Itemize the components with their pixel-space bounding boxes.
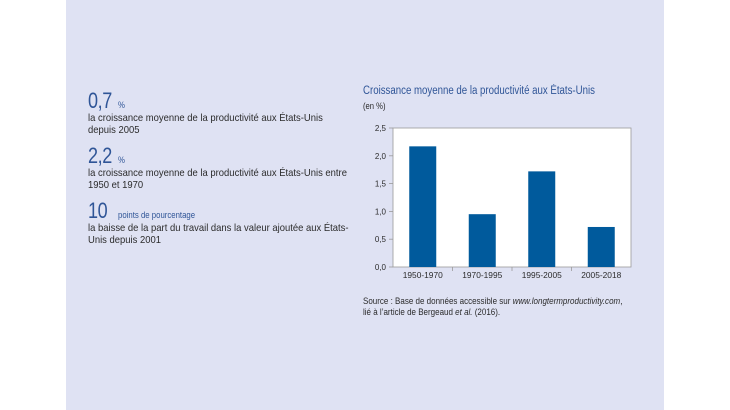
y-tick-label: 1,5 — [375, 180, 387, 189]
y-tick-label: 0,5 — [375, 235, 387, 244]
bar-2005-2018 — [587, 226, 615, 267]
stat-unit: points de pourcentage — [117, 210, 196, 221]
y-tick-label: 2,5 — [375, 124, 387, 133]
stat-productivity-since-2005: 0,7 % la croissance moyenne de la produc… — [88, 88, 378, 137]
stat-value: 0,7 — [88, 88, 112, 113]
chart-title: Croissance moyenne de la productivité au… — [363, 85, 595, 97]
source-etal: et al. — [455, 307, 473, 317]
productivity-bar-chart: 0,0 0,5 1,0 1,5 2,0 2,5 1950-1970 1970-1995 1995… — [375, 124, 632, 280]
y-tick-label: 2,0 — [375, 152, 387, 161]
stat-labour-share-decline: 10 points de pourcentage la baisse de la… — [88, 198, 378, 247]
stat-unit: % — [117, 155, 125, 166]
source-prefix: Source : Base de données accessible sur — [363, 296, 513, 306]
y-tick-label: 0,0 — [375, 263, 387, 272]
bar-1950-1970 — [409, 146, 437, 267]
stat-description: la croissance moyenne de la productivité… — [88, 112, 323, 136]
bar-1970-1995 — [468, 214, 496, 267]
stat-value: 2,2 — [88, 143, 112, 168]
source-url[interactable]: www.longtermproductivity.com — [512, 296, 621, 306]
stat-description: la croissance moyenne de la productivité… — [88, 167, 347, 191]
x-tick-label: 1995-2005 — [522, 271, 563, 280]
y-tick-label: 1,0 — [375, 207, 387, 216]
source-note: Source : Base de données accessible sur … — [363, 296, 630, 318]
stat-unit: % — [117, 100, 125, 111]
x-tick-label: 1950-1970 — [403, 271, 444, 280]
chart-y-axis-label: (en %) — [363, 101, 386, 111]
stat-productivity-1950-1970: 2,2 % la croissance moyenne de la produc… — [88, 143, 378, 192]
bar-1995-2005 — [528, 171, 556, 267]
x-tick-label: 1970-1995 — [462, 271, 503, 280]
x-tick-label: 2005-2018 — [581, 271, 622, 280]
stat-description: la baisse de la part du travail dans la … — [88, 222, 349, 246]
source-suffix: (2016). — [472, 307, 501, 317]
source-middle: , lié à l’article de Bergeaud — [363, 296, 623, 317]
stat-value: 10 — [88, 198, 108, 223]
